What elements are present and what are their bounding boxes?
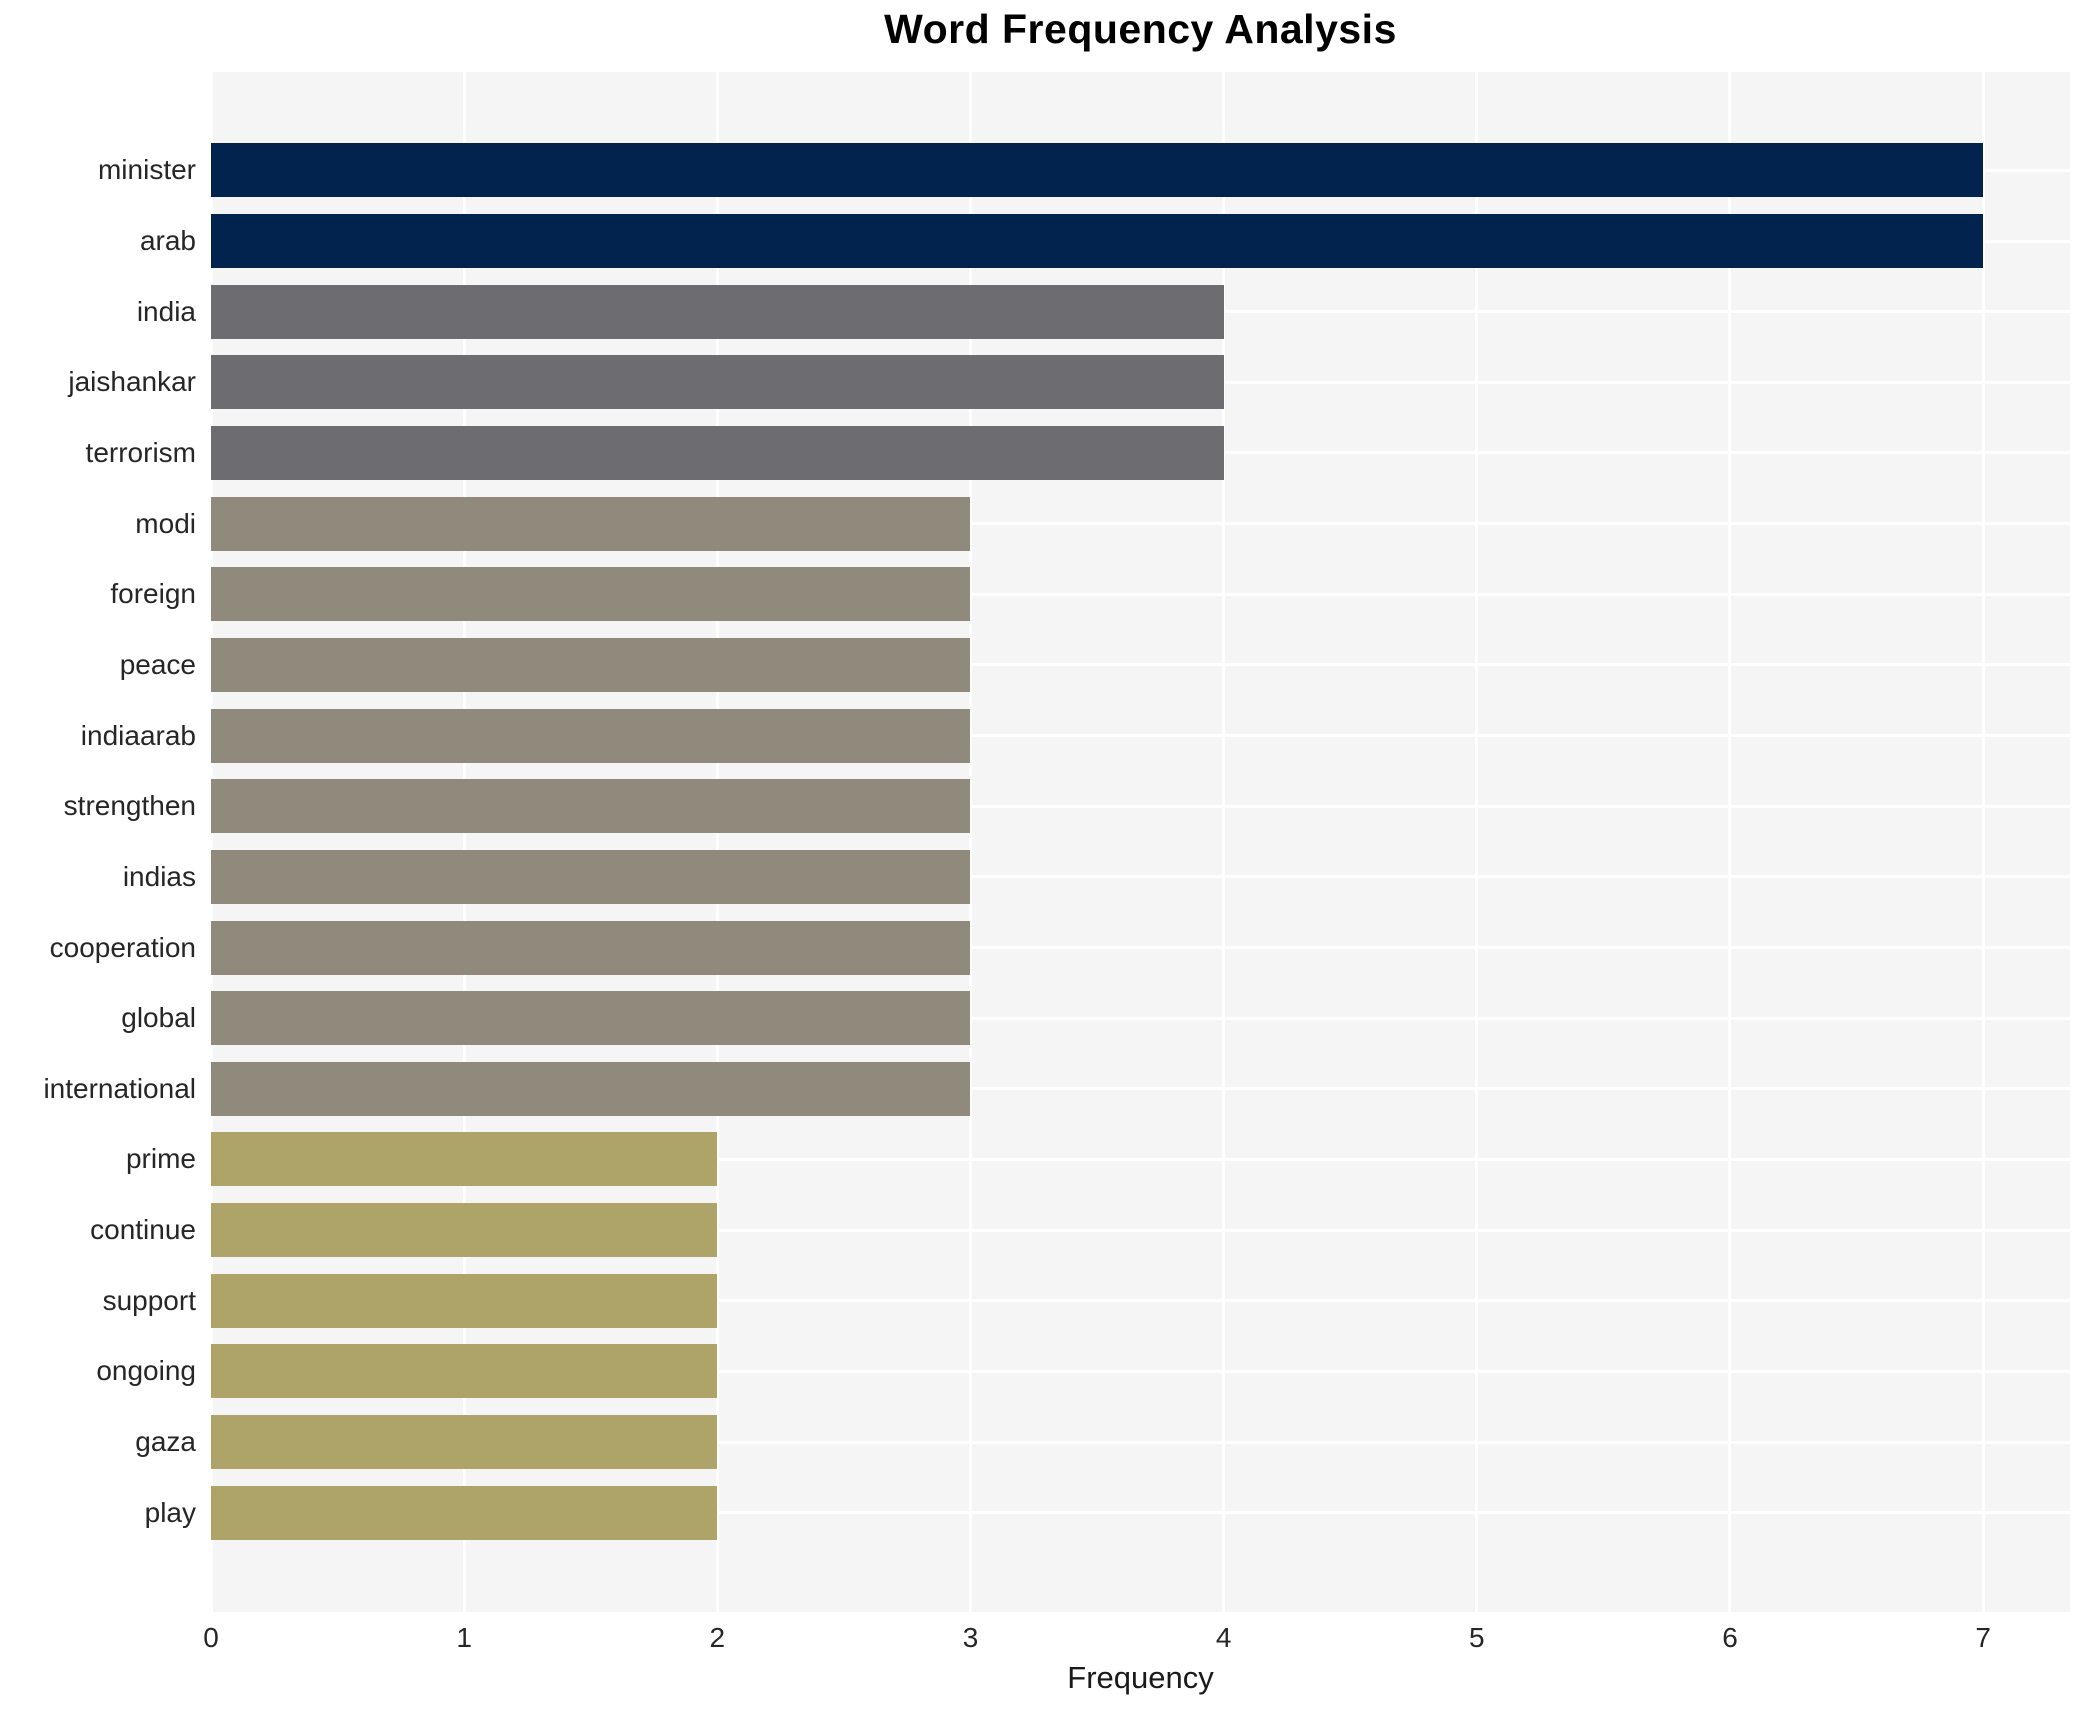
y-gridline	[211, 1087, 2070, 1091]
y-tick-label: international	[43, 1072, 196, 1104]
y-gridline	[211, 734, 2070, 738]
y-tick-label: play	[144, 1496, 196, 1528]
x-tick-label: 4	[1215, 1622, 1232, 1653]
plot-panel	[209, 72, 2070, 1612]
y-gridline	[211, 522, 2070, 526]
x-gridline	[1981, 72, 1985, 1612]
bar-gaza	[211, 1415, 718, 1470]
x-gridline	[1475, 72, 1479, 1612]
y-gridline	[211, 1157, 2070, 1161]
bar-international	[211, 1061, 971, 1116]
y-tick-label: modi	[135, 507, 196, 539]
x-gridline	[209, 72, 213, 1612]
bar-cooperation	[211, 920, 971, 975]
bar-support	[211, 1273, 718, 1328]
x-gridline	[715, 72, 719, 1612]
bar-peace	[211, 637, 971, 692]
y-tick-label: indias	[122, 860, 196, 892]
bar-foreign	[211, 567, 971, 622]
x-gridline	[462, 72, 466, 1612]
x-tick-label: 0	[203, 1622, 219, 1653]
y-gridline	[211, 1299, 2070, 1303]
bar-global	[211, 991, 971, 1046]
y-gridline	[211, 946, 2070, 949]
y-axis-labels: minister arab india jaishankar terrorism modi…	[0, 72, 196, 1612]
y-tick-label: terrorism	[85, 436, 196, 468]
y-gridline	[211, 1228, 2070, 1232]
y-tick-label: jaishankar	[68, 366, 196, 398]
y-tick-label: cooperation	[49, 931, 196, 963]
y-tick-label: prime	[125, 1143, 196, 1175]
y-tick-label: support	[102, 1284, 196, 1316]
x-tick-label: 6	[1722, 1622, 1738, 1653]
x-tick-label: 1	[456, 1622, 472, 1653]
y-tick-label: foreign	[110, 578, 196, 610]
y-gridline	[211, 804, 2070, 808]
y-tick-label: continue	[90, 1214, 196, 1246]
bar-minister	[211, 143, 1984, 198]
bar-continue	[211, 1203, 718, 1258]
bar-modi	[211, 496, 971, 551]
x-axis-title: Frequency	[1067, 1660, 1214, 1695]
chart-title: Word Frequency Analysis	[884, 6, 1397, 52]
y-gridline	[211, 592, 2070, 596]
bar-terrorism	[211, 425, 1224, 480]
y-gridline	[211, 875, 2070, 879]
y-gridline	[211, 1016, 2070, 1020]
y-tick-label: gaza	[135, 1426, 196, 1458]
y-tick-label: arab	[139, 225, 196, 256]
bar-arab	[211, 214, 1984, 268]
y-gridline	[211, 1369, 2070, 1373]
bar-indias	[211, 849, 971, 904]
y-gridline	[211, 1511, 2070, 1515]
y-tick-label: minister	[97, 154, 196, 186]
x-tick-label: 3	[962, 1622, 979, 1653]
bar-india	[211, 284, 1224, 339]
bar-jaishankar	[211, 355, 1224, 410]
y-tick-label: global	[121, 1002, 196, 1034]
x-tick-label: 5	[1469, 1622, 1485, 1653]
bar-strengthen	[211, 779, 971, 834]
y-tick-label: india	[136, 295, 196, 327]
y-tick-label: strengthen	[63, 790, 196, 822]
y-tick-label: peace	[119, 648, 196, 680]
bar-prime	[211, 1132, 718, 1187]
y-tick-label: ongoing	[96, 1355, 196, 1387]
x-tick-label: 7	[1975, 1622, 1991, 1653]
x-gridline	[1728, 72, 1732, 1612]
y-tick-label: indiaarab	[80, 719, 196, 751]
y-gridline	[211, 663, 2070, 667]
bar-ongoing	[211, 1344, 718, 1399]
x-gridline	[968, 72, 972, 1612]
x-gridline	[1222, 72, 1226, 1612]
x-tick-label: 2	[709, 1622, 726, 1653]
bar-play	[211, 1485, 718, 1540]
bar-indiaarab	[211, 708, 971, 763]
y-gridline	[211, 1440, 2070, 1444]
